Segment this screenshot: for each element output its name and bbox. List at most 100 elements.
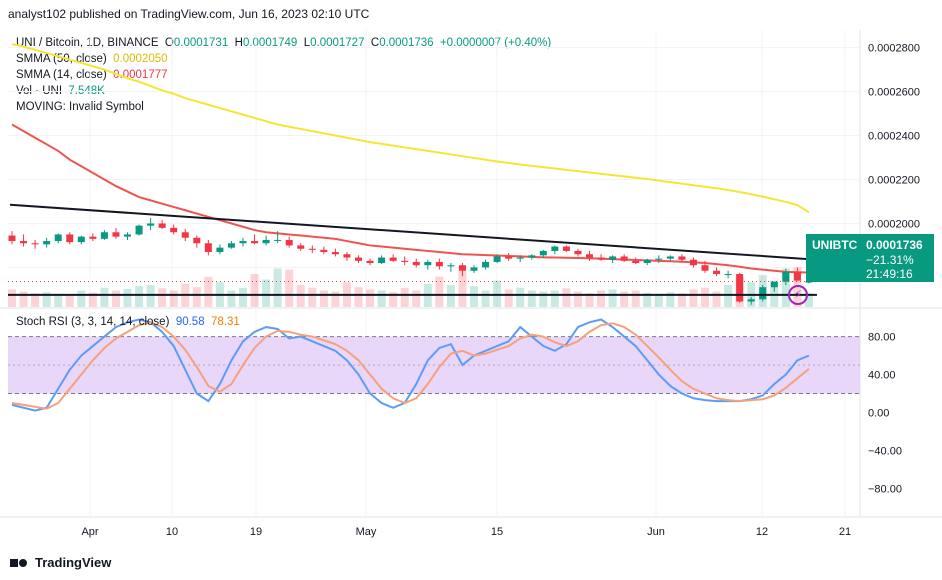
candle-body (66, 234, 74, 243)
candle-body (655, 258, 663, 260)
volume-bar (8, 289, 16, 307)
ohlc-high: 0.0001749 (242, 37, 298, 49)
ohlc-close: 0.0001736 (379, 37, 434, 49)
volume-bar (573, 291, 582, 307)
volume-bar (770, 280, 779, 307)
candle-body (609, 256, 617, 260)
volume-bar (781, 268, 790, 307)
price-axis-tick-label: 0.0002600 (868, 87, 920, 99)
candle-body (181, 232, 189, 238)
candle-body (43, 241, 51, 245)
stoch-pane (8, 318, 860, 412)
candle-body (666, 256, 674, 259)
volume-bar (481, 290, 490, 307)
candle-body (447, 265, 455, 267)
volume-bar (227, 290, 236, 307)
stoch-axis-tick-label: 0.00 (868, 408, 889, 420)
candle-body (678, 256, 686, 260)
candle-body (31, 243, 39, 245)
trend-drawings (8, 203, 860, 296)
tradingview-signal-icon[interactable]: ⚡ (788, 285, 808, 305)
time-axis-tick-label: 10 (166, 526, 178, 538)
candle-body (470, 267, 478, 271)
candle-body (378, 257, 386, 264)
sma50-line (11, 43, 810, 214)
volume-bar (400, 287, 409, 307)
volume-bar (689, 289, 698, 307)
candle-body (574, 250, 582, 255)
candle-body (493, 256, 501, 262)
candle-body (782, 271, 790, 282)
sma-lines (11, 43, 810, 274)
volume-bar (724, 285, 733, 307)
candle-body (759, 287, 767, 300)
candle-body (620, 256, 628, 261)
candle-body (528, 255, 536, 258)
time-axis-tick-label: 15 (491, 526, 503, 538)
candle-body (505, 256, 513, 259)
candle-body (401, 260, 409, 262)
candle-body (747, 299, 755, 302)
candle-body (158, 223, 166, 228)
volume-row[interactable]: Vol · UNI 7.548K (16, 85, 105, 97)
candle-body (204, 243, 212, 253)
volume-bar (204, 276, 213, 307)
price-axis-tick-label: 0.0002200 (868, 174, 920, 186)
symbol-label[interactable]: UNI / Bitcoin, 1D, BINANCE (16, 37, 159, 49)
stoch-d-line (11, 321, 810, 410)
price-axis-tick-label: 0.0002000 (868, 218, 920, 230)
candle-body (597, 257, 605, 260)
volume-bar (192, 287, 201, 307)
candle-body (366, 260, 374, 264)
candle-body (770, 281, 778, 288)
moving-row[interactable]: MOVING: Invalid Symbol (16, 101, 144, 113)
candle-body (713, 270, 721, 275)
price-tag-countdown: 21:49:16 (866, 267, 913, 281)
stoch-axis-tick-label: −80.00 (868, 483, 902, 495)
candle-body (689, 259, 697, 266)
stoch-axis-tick-label: 80.00 (868, 332, 896, 344)
candle-body (124, 234, 131, 237)
volume-bar (65, 294, 74, 307)
volume-bar (470, 286, 478, 307)
volume-bar (539, 291, 548, 307)
candle-body (297, 245, 305, 249)
candle-body (586, 254, 593, 258)
volume-bar (123, 288, 132, 307)
candle-body (482, 261, 490, 268)
stoch-legend[interactable]: Stoch RSI (3, 3, 14, 14, close) 90.58 78… (16, 316, 240, 328)
price-axis-tick-label: 0.0002800 (868, 43, 920, 55)
volume-bar (597, 290, 606, 307)
candle-body (193, 237, 201, 244)
volume-bar (42, 292, 51, 307)
volume-value: 7.548K (68, 85, 105, 97)
symbol-row: UNI / Bitcoin, 1D, BINANCE O0.0001731 H0… (16, 37, 552, 49)
volume-bar (412, 290, 421, 307)
volume-bar (620, 291, 629, 307)
volume-bar (88, 292, 97, 307)
candle-body (274, 239, 282, 241)
volume-bar (169, 290, 178, 307)
time-axis-tick-label: Jun (647, 526, 665, 538)
candle-body (343, 254, 351, 258)
candle-body (239, 241, 247, 244)
candle-body (458, 265, 466, 271)
volume-bar (377, 290, 386, 307)
publisher-line: analyst102 published on TradingView.com,… (8, 7, 370, 21)
volume-bar (643, 292, 652, 307)
candle-body (100, 232, 108, 239)
candle-body (112, 232, 120, 237)
volume-bar (804, 293, 813, 307)
candle-body (562, 246, 570, 251)
main-legend: UNI / Bitcoin, 1D, BINANCE O0.0001731 H0… (16, 35, 551, 115)
price-tag-price: 0.0001736 (866, 238, 923, 252)
candle-body (147, 223, 155, 226)
stoch-axis-tick-label: −40.00 (868, 445, 902, 457)
volume-bar (550, 290, 559, 307)
volume-bar (100, 287, 109, 307)
candle-body (701, 265, 709, 271)
sma50-row[interactable]: SMMA (50, close) 0.0002050 (16, 53, 168, 65)
volume-bar (135, 286, 144, 307)
footer-brand[interactable]: TradingView (10, 555, 111, 570)
